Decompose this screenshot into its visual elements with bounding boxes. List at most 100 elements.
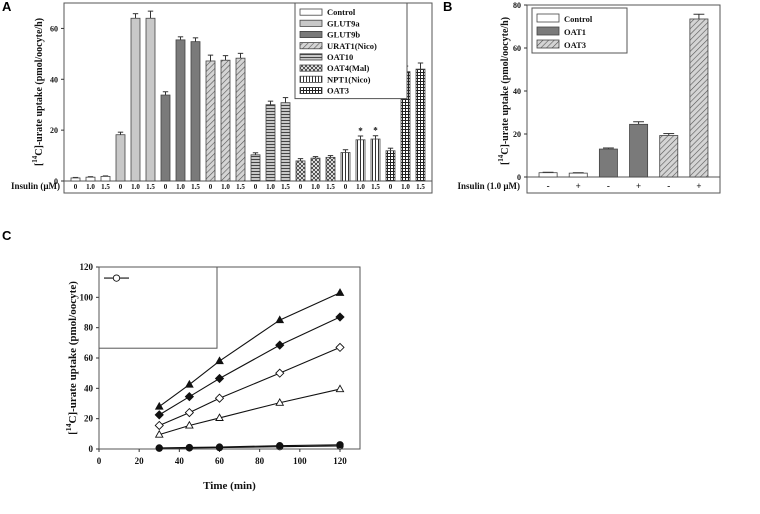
legend-label: OAT10 bbox=[327, 52, 353, 62]
legend-swatch bbox=[299, 30, 323, 38]
bar-oat3 bbox=[659, 135, 679, 178]
bar-glut9a bbox=[115, 134, 126, 182]
marker-triangle-open bbox=[185, 420, 194, 429]
category-label: 1.0 bbox=[401, 183, 410, 191]
y-tick-label: 0 bbox=[54, 177, 58, 186]
x-tick-label: 40 bbox=[175, 456, 185, 466]
marker-diamond-open bbox=[184, 407, 195, 418]
panel-c: C 0 20 40 60 80 100 120 0 20 40 60 80 100 120 Time (min… bbox=[2, 228, 361, 492]
bar-control bbox=[85, 176, 96, 182]
x-tick-label: 80 bbox=[255, 456, 265, 466]
marker-circle-filled bbox=[155, 444, 163, 452]
category-label: 1.0 bbox=[266, 183, 275, 191]
marker-diamond-open bbox=[275, 368, 285, 378]
legend-label: Control bbox=[327, 7, 356, 17]
category-label: - bbox=[547, 181, 550, 191]
marker-circle-filled bbox=[185, 443, 194, 452]
bar-urat1-nico- bbox=[235, 57, 246, 182]
category-label: 1.5 bbox=[146, 183, 155, 191]
legend-swatch bbox=[536, 13, 560, 23]
bar-glut9b bbox=[190, 41, 201, 182]
category-label: 1.5 bbox=[236, 183, 245, 191]
category-label: 0 bbox=[209, 183, 213, 191]
category-label: 1.0 bbox=[356, 183, 365, 191]
marker-circle-filled bbox=[215, 443, 224, 451]
category-label: 1.0 bbox=[221, 183, 230, 191]
legend-swatch bbox=[299, 8, 323, 16]
marker-triangle-filled bbox=[275, 315, 285, 324]
legend-swatch bbox=[299, 42, 323, 50]
category-label: 0 bbox=[344, 183, 348, 191]
bar-npt1-nico- bbox=[355, 139, 366, 182]
y-tick-label: 20 bbox=[513, 130, 521, 139]
bar-glut9b bbox=[175, 39, 186, 182]
y-axis-label: [14C]-urate uptake (pmol/oocyte) bbox=[64, 281, 79, 435]
bar-oat4-mal- bbox=[325, 156, 336, 182]
y-tick-label: 20 bbox=[50, 126, 58, 135]
bar-oat1 bbox=[629, 123, 649, 178]
bar-npt1-nico- bbox=[370, 138, 381, 182]
bar-oat1 bbox=[598, 148, 618, 178]
legend-swatch bbox=[299, 87, 323, 95]
marker-circle-filled bbox=[276, 442, 284, 450]
marker-diamond-filled bbox=[154, 410, 164, 420]
panel-label: B bbox=[443, 0, 452, 14]
category-label: 1.5 bbox=[191, 183, 200, 191]
category-label: 1.5 bbox=[416, 183, 425, 191]
bar-oat3 bbox=[385, 150, 396, 182]
marker-diamond-open bbox=[154, 420, 164, 431]
bar-urat1-nico- bbox=[220, 59, 231, 182]
legend-swatch bbox=[536, 39, 560, 49]
y-tick-label: 120 bbox=[80, 262, 94, 272]
legend-label: Control bbox=[564, 14, 593, 24]
bar-control bbox=[568, 172, 588, 178]
category-label: - bbox=[607, 181, 610, 191]
legend-swatch bbox=[536, 26, 560, 36]
marker-diamond-filled bbox=[335, 312, 345, 322]
category-label: 0 bbox=[119, 183, 123, 191]
legend-swatch bbox=[299, 19, 323, 27]
marker-diamond-filled bbox=[214, 373, 225, 384]
category-label: 0 bbox=[254, 183, 258, 191]
x-tick-label: 120 bbox=[333, 456, 347, 466]
marker-triangle-open bbox=[154, 429, 164, 438]
marker-circle-filled bbox=[336, 441, 344, 449]
bar-oat10 bbox=[265, 104, 276, 182]
bar-npt1-nico- bbox=[340, 152, 351, 182]
x-tick-label: 100 bbox=[293, 456, 307, 466]
y-tick-label: 20 bbox=[84, 414, 94, 424]
legend-label: URAT1(Nico) bbox=[327, 41, 377, 51]
marker-diamond-filled bbox=[275, 340, 285, 350]
bar-oat4-mal- bbox=[295, 160, 306, 182]
category-label: 1.5 bbox=[371, 183, 380, 191]
category-label: - bbox=[667, 181, 670, 191]
category-label: 0 bbox=[164, 183, 168, 191]
y-tick-label: 40 bbox=[513, 87, 521, 96]
legend-label: OAT3 bbox=[564, 40, 586, 50]
marker-circle-open bbox=[112, 274, 121, 282]
panel-b: B 0 20 40 60 80[14C]-urate uptake (pmol/oocyt… bbox=[443, 0, 721, 194]
legend-label: OAT3 bbox=[327, 86, 349, 96]
legend-swatch bbox=[299, 53, 323, 61]
category-label: + bbox=[576, 181, 581, 191]
category-axis-box bbox=[526, 176, 721, 194]
bar-glut9a bbox=[130, 17, 141, 182]
marker-diamond-open bbox=[335, 342, 345, 353]
category-label: 0 bbox=[74, 183, 78, 191]
bar-control bbox=[100, 176, 111, 182]
insulin-label: Insulin (µM) bbox=[11, 181, 60, 191]
x-axis-label: Time (min) bbox=[203, 480, 256, 492]
legend-swatch bbox=[299, 64, 323, 72]
marker-triangle-open bbox=[215, 413, 224, 421]
x-tick-label: 0 bbox=[97, 456, 102, 466]
category-label: + bbox=[696, 181, 701, 191]
legend-label: GLUT9b bbox=[327, 30, 360, 40]
y-tick-label: 80 bbox=[84, 323, 94, 333]
marker-triangle-filled bbox=[154, 401, 164, 410]
bar-glut9a bbox=[145, 17, 156, 182]
marker-triangle-filled bbox=[335, 288, 345, 296]
y-tick-label: 40 bbox=[84, 383, 94, 393]
category-label: 1.0 bbox=[311, 183, 320, 191]
panel-label: A bbox=[2, 0, 12, 14]
